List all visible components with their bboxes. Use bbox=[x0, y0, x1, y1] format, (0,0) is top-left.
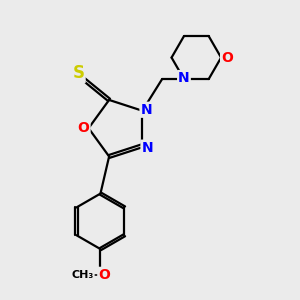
Text: CH₃: CH₃ bbox=[71, 270, 94, 280]
Text: O: O bbox=[98, 268, 110, 282]
Text: O: O bbox=[78, 121, 90, 135]
Text: S: S bbox=[72, 64, 84, 82]
Text: N: N bbox=[142, 141, 153, 155]
Text: N: N bbox=[140, 103, 152, 117]
Text: O: O bbox=[221, 51, 233, 64]
Text: N: N bbox=[178, 71, 190, 85]
